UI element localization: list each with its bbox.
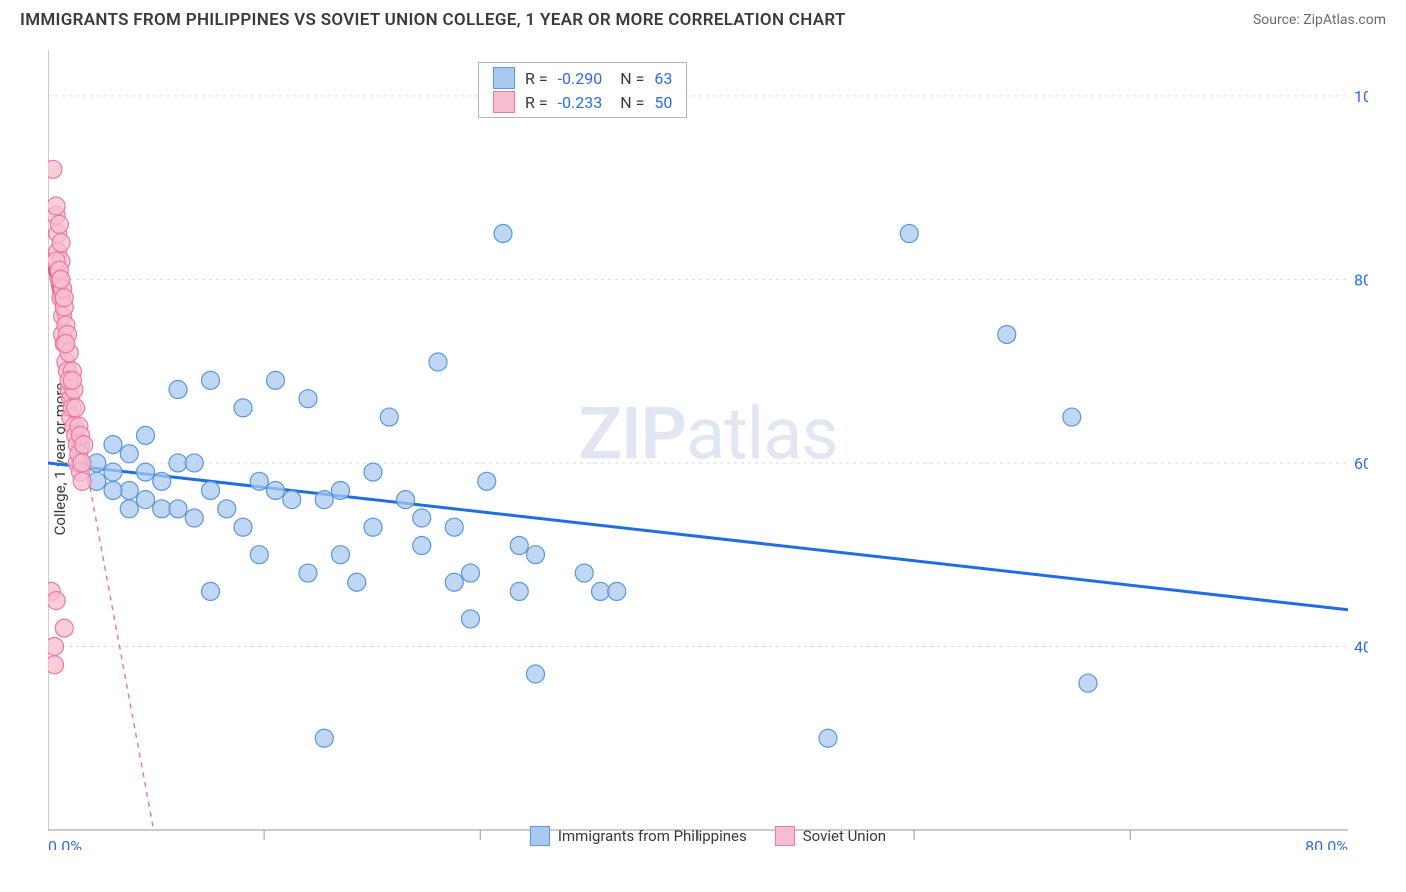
chart-area: College, 1 year or more ZIPatlas 40.0%60…	[48, 50, 1368, 850]
svg-text:100.0%: 100.0%	[1354, 87, 1368, 106]
legend-swatch	[493, 67, 515, 89]
stats-legend-box: R = -0.290 N = 63 R = -0.233 N = 50	[478, 62, 687, 118]
r-value: -0.290	[558, 69, 603, 88]
legend-label: Immigrants from Philippines	[558, 827, 747, 845]
svg-text:0.0%: 0.0%	[48, 837, 82, 850]
source-text: Source: ZipAtlas.com	[1253, 12, 1386, 28]
header: IMMIGRANTS FROM PHILIPPINES VS SOVIET UN…	[0, 0, 1406, 40]
svg-text:80.0%: 80.0%	[1305, 837, 1348, 850]
legend-swatch	[775, 826, 795, 846]
n-value: 63	[654, 69, 672, 88]
legend-item: Immigrants from Philippines	[530, 826, 747, 846]
stats-row: R = -0.290 N = 63	[493, 67, 672, 89]
r-label: R =	[525, 69, 548, 88]
legend-item: Soviet Union	[775, 826, 886, 846]
n-value: 50	[654, 93, 672, 112]
svg-text:40.0%: 40.0%	[1354, 637, 1368, 656]
n-label: N =	[620, 69, 644, 88]
r-value: -0.233	[558, 93, 603, 112]
svg-text:60.0%: 60.0%	[1354, 454, 1368, 473]
bottom-legend: Immigrants from Philippines Soviet Union	[530, 826, 886, 846]
chart-title: IMMIGRANTS FROM PHILIPPINES VS SOVIET UN…	[20, 10, 846, 30]
legend-swatch	[530, 826, 550, 846]
n-label: N =	[620, 93, 644, 112]
r-label: R =	[525, 93, 548, 112]
svg-text:80.0%: 80.0%	[1354, 270, 1368, 289]
stats-row: R = -0.233 N = 50	[493, 91, 672, 113]
legend-label: Soviet Union	[803, 827, 886, 845]
legend-swatch	[493, 91, 515, 113]
scatter-chart: 40.0% 60.0% 80.0% 100.0% 0.0% 80.0%	[48, 50, 1368, 850]
